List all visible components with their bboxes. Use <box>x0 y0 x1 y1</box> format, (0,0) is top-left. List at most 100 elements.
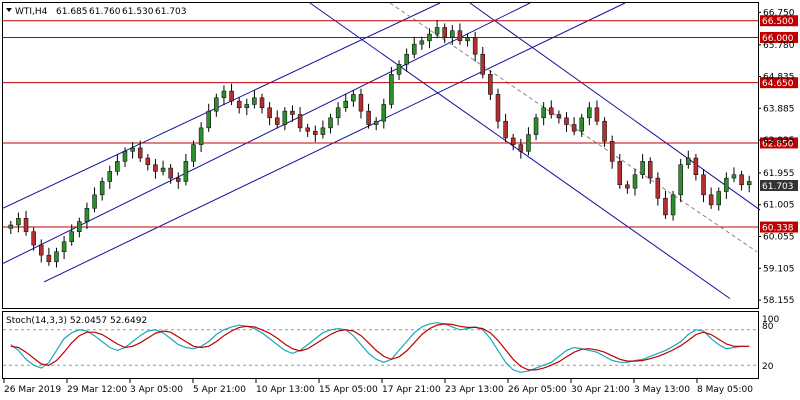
time-tick-label: 26 Apr 05:00 <box>508 385 567 395</box>
level-label: 64.650 <box>762 79 794 89</box>
candle-body <box>191 144 196 162</box>
candle-body <box>472 37 478 55</box>
candle-body <box>99 181 105 196</box>
open-value: 61.685 <box>56 7 88 17</box>
candle-body <box>465 37 470 42</box>
candle-body <box>564 117 569 125</box>
candle-body <box>297 114 303 129</box>
price-tick-label: 60.055 <box>763 233 795 243</box>
candle-body <box>236 100 242 109</box>
candle-body <box>373 120 379 125</box>
stoch-main-line <box>10 322 750 373</box>
candle-body <box>442 27 447 38</box>
symbol-label: WTI,H4 <box>15 7 48 17</box>
candle-body <box>69 231 74 242</box>
high-value: 61.760 <box>89 7 121 17</box>
candle-body <box>290 110 295 115</box>
candle-body <box>686 157 691 165</box>
time-tick-label: 23 Apr 13:00 <box>445 385 504 395</box>
price-tick-label: 61.005 <box>763 201 795 211</box>
price-tick-label: 59.105 <box>763 264 795 274</box>
level-label: 62.850 <box>762 139 794 149</box>
time-tick-label: 17 Apr 21:00 <box>382 385 441 395</box>
channel-line <box>2 2 531 264</box>
time-tick-label: 30 Apr 21:00 <box>571 385 630 395</box>
candle-body <box>518 144 524 152</box>
candle-body <box>221 90 227 98</box>
candle-body <box>533 117 539 135</box>
candle-body <box>617 161 623 186</box>
candle-body <box>457 30 463 42</box>
candle-body <box>708 194 714 206</box>
candle-body <box>731 174 737 179</box>
candle-body <box>54 251 59 263</box>
channel-line <box>2 2 441 209</box>
candle-body <box>632 174 638 189</box>
price-tick-label: 64.835 <box>763 72 795 82</box>
level-tag <box>760 31 798 43</box>
candle-body <box>640 161 645 176</box>
price-axis: 66.750 65.780 64.835 63.885 62.935 61.955 61.0… <box>758 8 795 306</box>
candle-body <box>282 110 288 125</box>
time-tick-label: 10 Apr 13:00 <box>256 385 315 395</box>
stoch-20-label: 20 <box>762 362 774 372</box>
candle-body <box>556 114 562 119</box>
time-tick-label: 3 Apr 05:00 <box>130 385 183 395</box>
candle-body <box>625 184 630 189</box>
candle-body <box>46 254 52 263</box>
candle-body <box>526 134 531 152</box>
chart-header: WTI,H4 61.685 61.760 61.530 61.703 <box>6 7 187 17</box>
candle-body <box>84 207 90 222</box>
candle-body <box>495 94 501 122</box>
candle-body <box>510 137 516 145</box>
candle-body <box>8 224 14 229</box>
time-tick-label: 8 May 05:00 <box>697 385 753 395</box>
price-tick-label: 58.155 <box>763 296 795 306</box>
stochastic-label: Stoch(14,3,3) 52.0457 52.6492 <box>6 316 147 326</box>
candle-body <box>153 164 158 172</box>
stoch-100-label: 100 <box>762 315 779 325</box>
candle-body <box>716 191 721 206</box>
oscillator-frame <box>2 311 759 379</box>
candle-body <box>503 120 508 139</box>
candle-body <box>678 164 683 196</box>
candle-body <box>61 241 67 253</box>
candle-body <box>168 167 173 179</box>
candle-body <box>115 161 120 172</box>
candle-body <box>229 90 234 102</box>
candle-body <box>130 147 135 152</box>
main-chart-frame <box>2 2 759 309</box>
channel-lines[interactable] <box>2 2 761 300</box>
time-axis: 26 Mar 2019 29 Mar 12:00 3 Apr 05:00 5 Apr … <box>3 379 753 395</box>
candle-body <box>214 97 219 112</box>
price-tick-label: 61.955 <box>763 169 795 179</box>
candle-body <box>267 107 272 119</box>
candle-body <box>450 30 455 38</box>
candle-body <box>305 127 310 132</box>
triangle-down-icon[interactable] <box>6 8 12 12</box>
candle-body <box>663 197 668 216</box>
candle-body <box>396 64 402 75</box>
price-tick-label: 66.750 <box>763 8 795 18</box>
low-value: 61.530 <box>122 7 154 17</box>
channel-midline <box>389 2 758 253</box>
candle-body <box>488 74 493 95</box>
candle-body <box>587 107 592 119</box>
stoch-signal-line <box>10 323 750 371</box>
candle-body <box>206 110 211 129</box>
candle-body <box>77 221 82 232</box>
stochastic-oscillator: Stoch(14,3,3) 52.0457 52.6492 100 80 20 <box>3 315 779 373</box>
candle-body <box>198 127 204 145</box>
horizontal-levels[interactable]: 66.500 66.000 64.650 62.850 60.338 <box>3 15 798 234</box>
level-tag <box>760 77 798 89</box>
candle-body <box>647 161 653 179</box>
level-label: 60.338 <box>762 224 794 234</box>
candle-body <box>389 74 394 105</box>
candle-body <box>23 218 29 232</box>
candle-body <box>145 157 151 165</box>
candle-body <box>381 104 387 122</box>
stoch-80-label: 80 <box>762 322 774 332</box>
level-tag <box>760 137 798 149</box>
candle-body <box>183 161 189 182</box>
